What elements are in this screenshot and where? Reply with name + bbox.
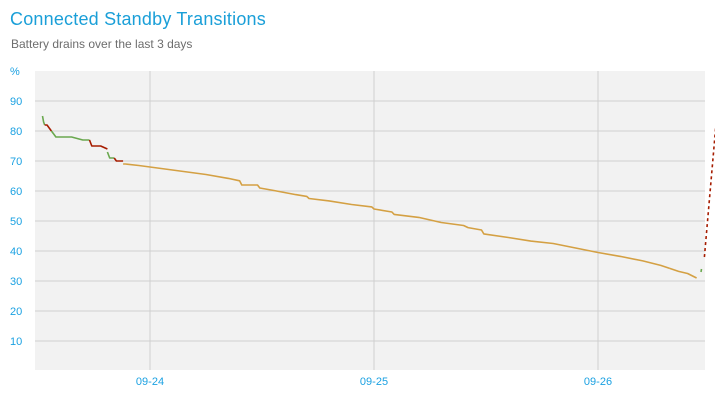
series-line-9 (700, 268, 703, 273)
series-line-7 (123, 163, 670, 270)
y-tick-label: 80 (10, 126, 22, 138)
y-tick-label: 90 (10, 96, 22, 108)
series-line-8 (669, 267, 697, 279)
chart-subtitle: Battery drains over the last 3 days (11, 37, 193, 51)
chart-title: Connected Standby Transitions (10, 9, 266, 29)
series-line-10 (703, 126, 715, 258)
series-line-4 (88, 139, 108, 150)
x-tick-label: 09-24 (136, 376, 164, 388)
y-tick-label: 30 (10, 276, 22, 288)
y-tick-label: 50 (10, 216, 22, 228)
series-line-3 (50, 130, 90, 141)
y-axis-label: % (10, 66, 20, 78)
y-tick-label: 70 (10, 156, 22, 168)
series-group (41, 115, 715, 279)
y-tick-label: 40 (10, 246, 22, 258)
y-tick-label: 10 (10, 336, 22, 348)
series-line-2 (44, 124, 53, 132)
y-tick-label: 60 (10, 186, 22, 198)
y-axis: 10 20 30 40 50 60 70 80 90 (10, 96, 22, 348)
x-tick-label: 09-26 (584, 376, 612, 388)
series-line-5 (106, 151, 115, 159)
x-tick-label: 09-25 (360, 376, 388, 388)
series-line-6 (113, 157, 124, 162)
y-tick-label: 20 (10, 306, 22, 318)
x-axis: 09-24 09-25 09-26 (136, 376, 612, 388)
series-line-1 (41, 115, 46, 126)
